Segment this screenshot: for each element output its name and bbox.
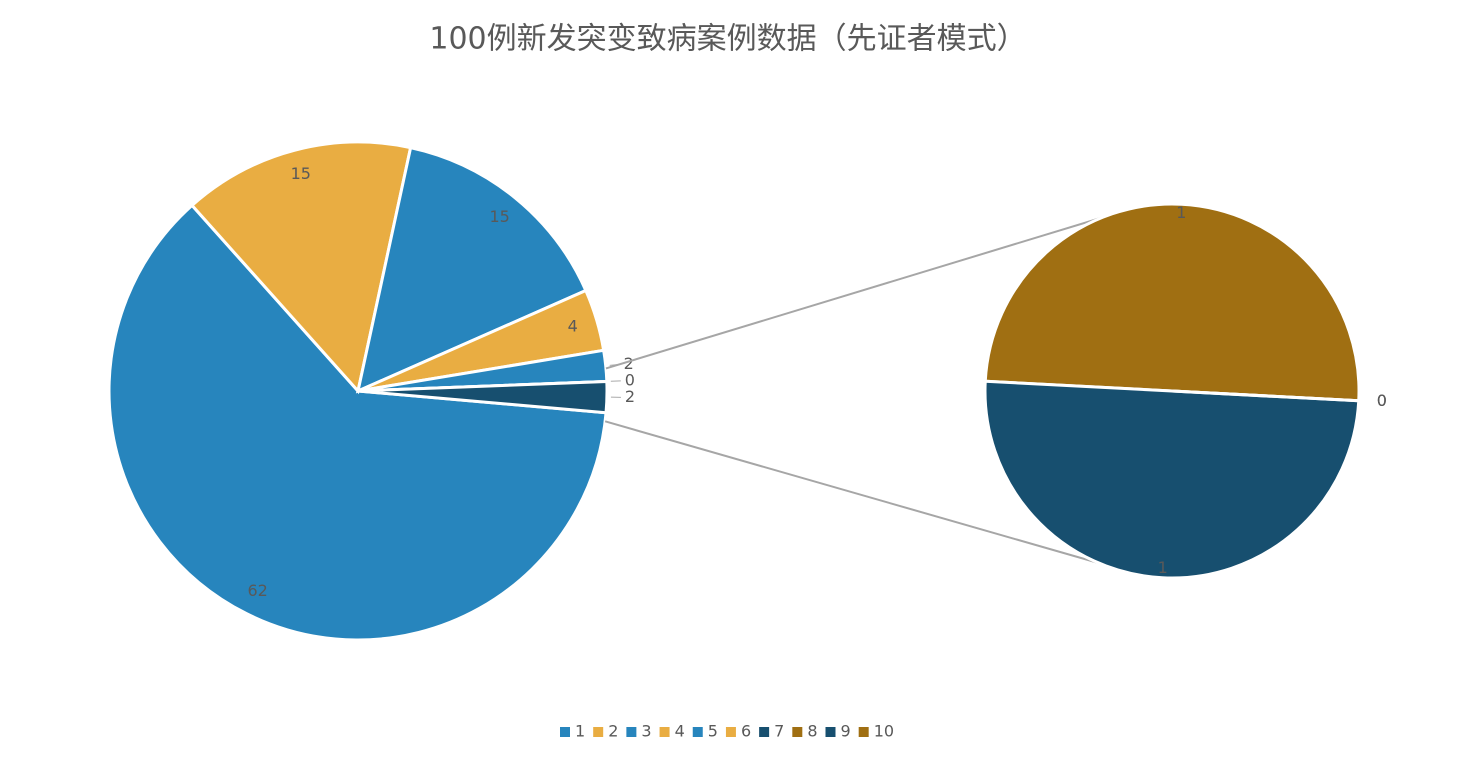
legend-swatch	[626, 727, 637, 737]
legend-label: 7	[774, 722, 784, 741]
legend-label: 3	[641, 722, 651, 741]
data-label: 4	[568, 316, 578, 335]
legend-label: 10	[874, 722, 894, 741]
connector	[604, 420, 1100, 565]
legend-swatch	[593, 727, 604, 737]
legend-swatch	[858, 727, 869, 737]
legend-swatch	[825, 727, 836, 737]
data-label: 0	[625, 370, 635, 389]
legend-swatch	[759, 727, 770, 737]
pie-slice	[983, 379, 1361, 579]
legend-swatch	[560, 727, 570, 737]
pie-slice	[355, 145, 588, 394]
legend-label: 9	[841, 722, 851, 741]
legend-swatch	[792, 727, 803, 737]
data-label: 1	[1158, 558, 1168, 577]
legend-label: 2	[608, 722, 618, 741]
legend-label: 1	[575, 722, 585, 741]
connector	[605, 216, 1103, 370]
pie-slice	[357, 379, 609, 415]
legend-label: 8	[807, 722, 817, 741]
data-label: 62	[247, 581, 267, 600]
data-label: 1	[1176, 203, 1186, 222]
data-label: 2	[624, 354, 634, 373]
legend-swatch	[659, 727, 670, 737]
legend-label: 5	[708, 722, 718, 741]
data-label: 15	[489, 207, 509, 226]
legend-swatch	[692, 727, 703, 737]
data-label: 2	[625, 387, 635, 406]
data-label: 0	[1377, 391, 1387, 410]
chart-title: 100例新发突变致病案例数据（先证者模式）	[429, 22, 1026, 57]
legend-label: 6	[741, 722, 751, 741]
legend-label: 4	[675, 722, 685, 741]
pie-slice	[189, 140, 413, 395]
data-label: 0	[1377, 391, 1387, 410]
data-label: 15	[291, 164, 311, 183]
legend-swatch	[725, 727, 736, 737]
pie-slice	[107, 203, 608, 642]
pie-slice	[983, 203, 1361, 403]
pie-slice	[1171, 389, 1359, 403]
